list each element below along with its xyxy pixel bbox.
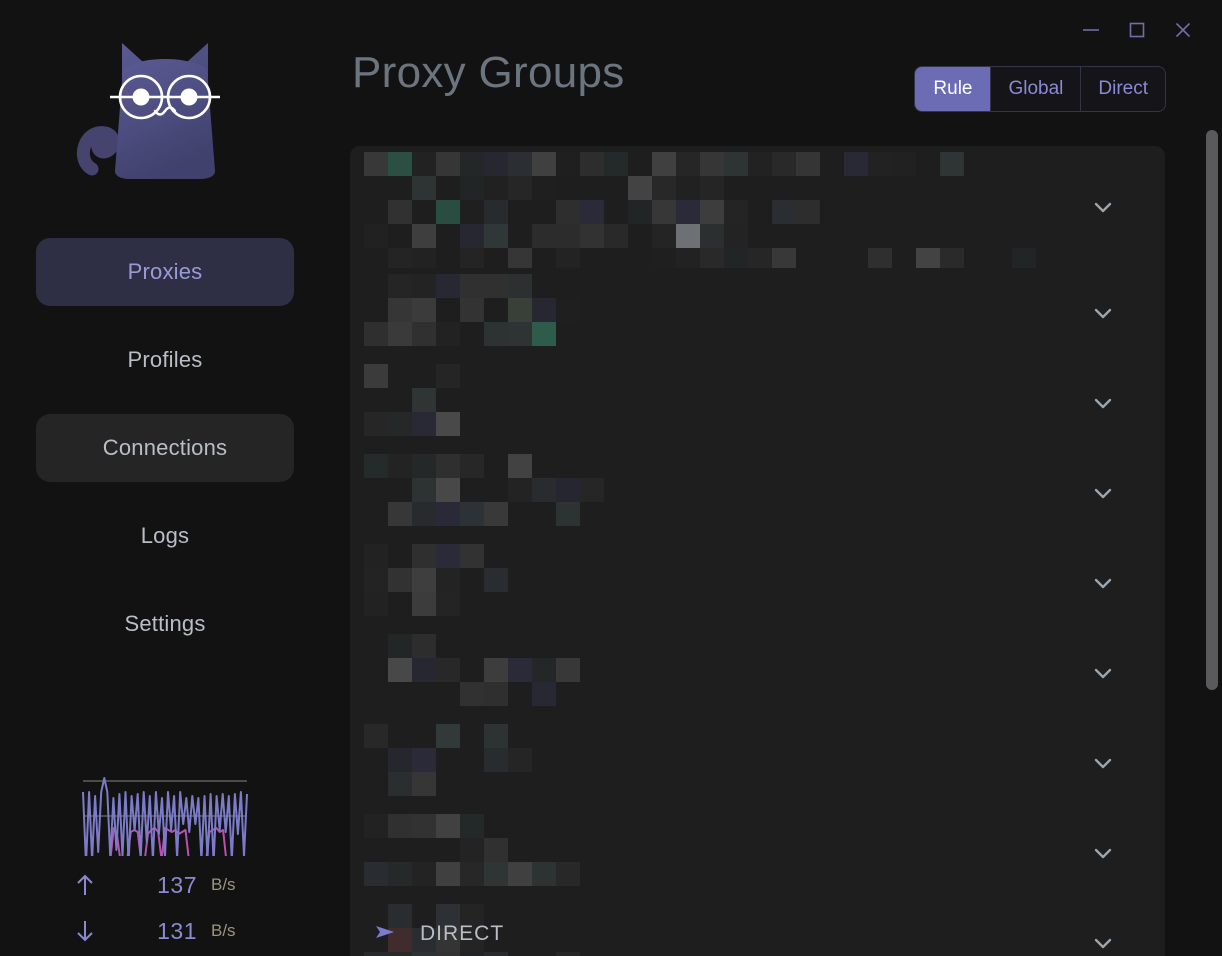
chevron-down-icon[interactable] xyxy=(1089,839,1117,867)
arrow-down-icon xyxy=(65,918,105,944)
redacted-content xyxy=(350,146,1165,268)
chevron-down-icon[interactable] xyxy=(1089,389,1117,417)
sidebar-nav: Proxies Profiles Connections Logs Settin… xyxy=(36,238,294,658)
redacted-content xyxy=(350,448,1165,538)
close-icon xyxy=(1172,19,1194,41)
sidebar-item-label: Settings xyxy=(124,611,206,636)
proxy-group-row[interactable] xyxy=(350,808,1165,898)
chevron-down-icon[interactable] xyxy=(1089,193,1117,221)
sidebar-item-label: Profiles xyxy=(127,347,203,372)
chevron-down-icon[interactable] xyxy=(1089,299,1117,327)
mode-button-rule[interactable]: Rule xyxy=(915,67,992,111)
main-scrollbar[interactable] xyxy=(1206,0,1218,956)
proxy-group-row[interactable] xyxy=(350,448,1165,538)
proxy-group-row[interactable] xyxy=(350,628,1165,718)
sidebar-item-proxies[interactable]: Proxies xyxy=(36,238,294,306)
download-unit: B/s xyxy=(211,921,236,940)
proxy-groups-list xyxy=(350,146,1165,956)
proxy-group-row[interactable] xyxy=(350,146,1165,268)
close-button[interactable] xyxy=(1160,10,1206,50)
sidebar-item-label: Proxies xyxy=(127,259,203,284)
direct-proxy-label: DIRECT xyxy=(420,922,505,945)
chevron-down-icon[interactable] xyxy=(1089,569,1117,597)
mode-button-global[interactable]: Global xyxy=(991,67,1082,111)
minimize-icon xyxy=(1080,19,1102,41)
sidebar-item-label: Logs xyxy=(140,523,190,548)
redacted-content xyxy=(350,898,1165,956)
upload-stat: 137 B/s xyxy=(65,868,265,902)
scrollbar-thumb[interactable] xyxy=(1206,130,1218,690)
proxy-group-row[interactable] xyxy=(350,718,1165,808)
arrow-up-icon xyxy=(65,872,105,898)
redacted-content xyxy=(350,808,1165,898)
main-content: Proxy Groups Rule Global Direct DIRECT xyxy=(330,0,1222,956)
mode-button-direct[interactable]: Direct xyxy=(1081,67,1165,111)
window-controls xyxy=(1002,0,1222,60)
redacted-content xyxy=(350,358,1165,448)
proxy-groups-panel[interactable]: DIRECT xyxy=(350,146,1165,956)
traffic-panel: 137 B/s 131 B/s xyxy=(0,772,330,948)
cat-logo-icon xyxy=(76,43,220,179)
proxy-group-row[interactable] xyxy=(350,268,1165,358)
traffic-graph xyxy=(81,772,249,856)
minimize-button[interactable] xyxy=(1068,10,1114,50)
page-header: Proxy Groups Rule Global Direct xyxy=(330,0,1222,146)
redacted-content xyxy=(350,718,1165,808)
sidebar-item-logs[interactable]: Logs xyxy=(36,502,294,570)
redacted-content xyxy=(350,268,1165,358)
redacted-content xyxy=(350,628,1165,718)
maximize-button[interactable] xyxy=(1114,10,1160,50)
traffic-sparkline xyxy=(82,777,248,856)
proxy-group-row[interactable] xyxy=(350,358,1165,448)
download-stat: 131 B/s xyxy=(65,914,265,948)
app-logo xyxy=(45,16,285,226)
sidebar-item-settings[interactable]: Settings xyxy=(36,590,294,658)
download-value: 131 xyxy=(157,917,197,944)
proxy-group-row[interactable] xyxy=(350,898,1165,956)
sidebar-item-profiles[interactable]: Profiles xyxy=(36,326,294,394)
sidebar-item-label: Connections xyxy=(102,435,228,460)
redacted-content xyxy=(350,538,1165,628)
chevron-down-icon[interactable] xyxy=(1089,749,1117,777)
proxy-group-row[interactable] xyxy=(350,538,1165,628)
send-arrow-icon xyxy=(374,922,398,947)
page-title: Proxy Groups xyxy=(352,48,625,97)
maximize-icon xyxy=(1126,19,1148,41)
chevron-down-icon[interactable] xyxy=(1089,929,1117,956)
upload-value: 137 xyxy=(157,871,197,898)
chevron-down-icon[interactable] xyxy=(1089,659,1117,687)
sidebar-item-connections[interactable]: Connections xyxy=(36,414,294,482)
sidebar: Proxies Profiles Connections Logs Settin… xyxy=(0,0,330,956)
chevron-down-icon[interactable] xyxy=(1089,479,1117,507)
direct-proxy-item[interactable]: DIRECT xyxy=(350,912,1165,956)
mode-switch: Rule Global Direct xyxy=(914,66,1166,112)
upload-unit: B/s xyxy=(211,875,236,894)
